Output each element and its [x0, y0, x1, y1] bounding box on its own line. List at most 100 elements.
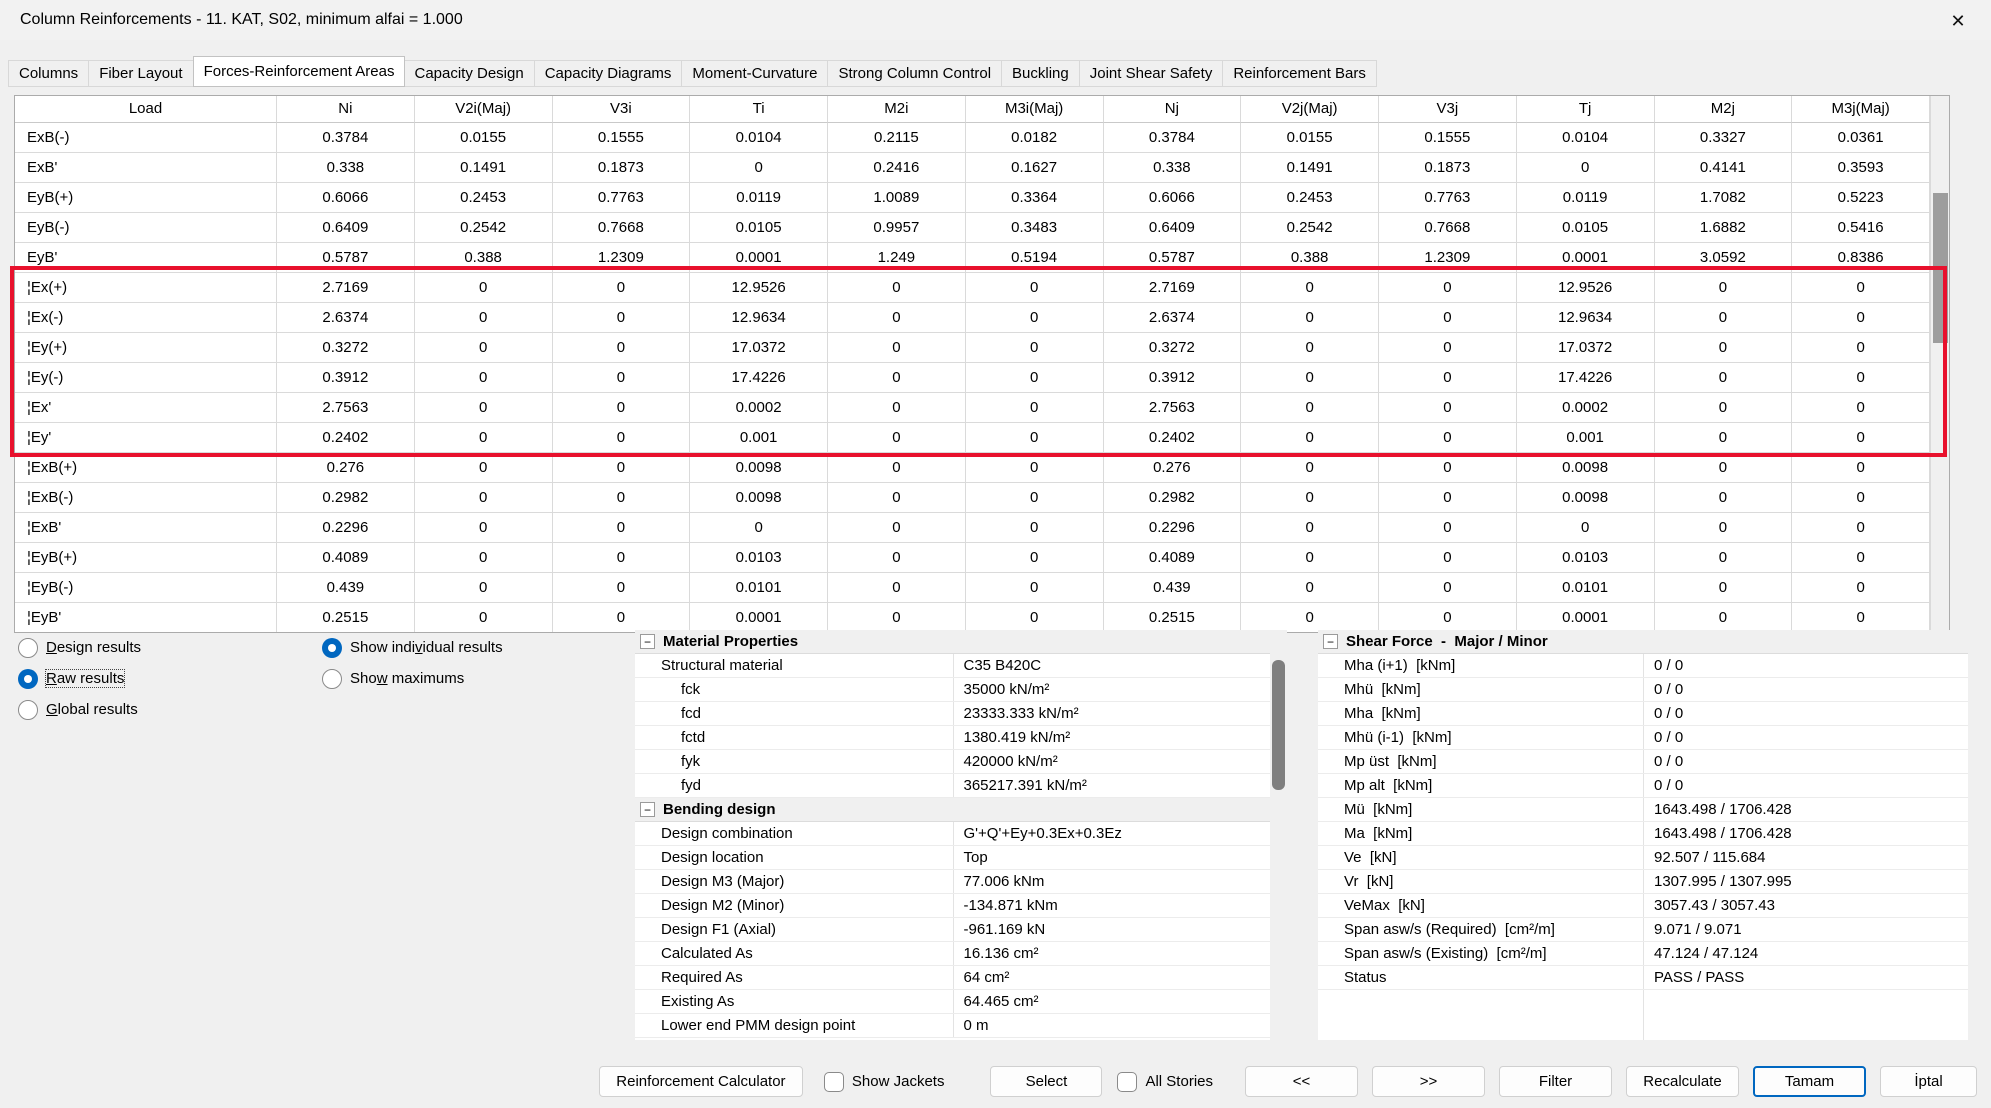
value-cell: 0	[828, 603, 966, 632]
table-row[interactable]: ¦ExB(+) 0.276 0 0 0.0098 0 0 0.276 0 0 0…	[15, 453, 1930, 483]
table-row[interactable]: ¦Ey(-) 0.3912 0 0 17.4226 0 0 0.3912 0 0…	[15, 363, 1930, 393]
table-scrollbar-thumb[interactable]	[1933, 193, 1948, 343]
reinforcement-calculator-button[interactable]: Reinforcement Calculator	[598, 1066, 803, 1097]
tab[interactable]: Fiber Layout	[89, 60, 194, 87]
value-cell: 0	[552, 573, 691, 603]
tab[interactable]: Strong Column Control	[828, 60, 1003, 87]
value-cell: 0.4141	[1654, 153, 1793, 183]
radio-option[interactable]: Raw results	[18, 668, 141, 689]
tab[interactable]: Forces-Reinforcement Areas	[192, 56, 406, 87]
tab[interactable]: Reinforcement Bars	[1223, 60, 1377, 87]
value-cell: 0.276	[1103, 453, 1242, 483]
value-cell: 2.7169	[277, 273, 415, 303]
radio-icon	[322, 668, 342, 689]
value-cell: 0.2982	[1103, 483, 1242, 513]
property-row: Mha (i+1) [kNm] 0 / 0	[1318, 654, 1968, 678]
property-value: C35 B420C	[952, 654, 1271, 677]
next-button[interactable]: >>	[1372, 1066, 1485, 1097]
value-cell: 1.2309	[1379, 243, 1517, 273]
value-cell: 0.6409	[1103, 213, 1242, 243]
property-row: Existing As 64.465 cm²	[635, 990, 1270, 1014]
value-cell: 0.3272	[277, 333, 415, 363]
collapse-icon[interactable]: −	[640, 802, 655, 817]
table-scrollbar[interactable]	[1930, 96, 1949, 632]
property-name: Mp üst [kNm]	[1318, 750, 1643, 773]
recalculate-button[interactable]: Recalculate	[1626, 1066, 1739, 1097]
load-case-label: ¦ExB'	[15, 513, 277, 543]
table-row[interactable]: ¦EyB' 0.2515 0 0 0.0001 0 0 0.2515 0 0 0…	[15, 603, 1930, 632]
table-row[interactable]: EyB' 0.5787 0.388 1.2309 0.0001 1.249 0.…	[15, 243, 1930, 273]
table-row[interactable]: ¦ExB(-) 0.2982 0 0 0.0098 0 0 0.2982 0 0…	[15, 483, 1930, 513]
all-stories-checkbox[interactable]: All Stories	[1117, 1071, 1213, 1092]
property-row: Mü [kNm] 1643.498 / 1706.428	[1318, 798, 1968, 822]
radio-option[interactable]: Show maximums	[322, 668, 503, 689]
value-cell: 0.1555	[1379, 123, 1517, 153]
table-row[interactable]: ¦EyB(+) 0.4089 0 0 0.0103 0 0 0.4089 0 0…	[15, 543, 1930, 573]
table-row[interactable]: ¦Ex(+) 2.7169 0 0 12.9526 0 0 2.7169 0 0…	[15, 273, 1930, 303]
property-name: Calculated As	[635, 942, 953, 965]
load-case-label: ¦Ey(-)	[15, 363, 277, 393]
value-cell: 0	[1379, 423, 1517, 453]
value-cell: 0	[1379, 483, 1517, 513]
table-row[interactable]: ExB' 0.338 0.1491 0.1873 0 0.2416 0.1627…	[15, 153, 1930, 183]
value-cell: 0	[828, 303, 966, 333]
ok-button[interactable]: Tamam	[1753, 1066, 1866, 1097]
radio-option[interactable]: Design results	[18, 637, 141, 658]
show-jackets-checkbox[interactable]: Show Jackets	[823, 1071, 944, 1092]
table-row[interactable]: EyB(-) 0.6409 0.2542 0.7668 0.0105 0.995…	[15, 213, 1930, 243]
value-cell: 0.388	[414, 243, 553, 273]
cancel-button[interactable]: İptal	[1880, 1066, 1977, 1097]
value-cell: 0.2296	[277, 513, 415, 543]
value-cell: 0.6409	[277, 213, 415, 243]
value-cell: 0.2402	[277, 423, 415, 453]
value-cell: 0	[1654, 273, 1793, 303]
table-row[interactable]: ¦EyB(-) 0.439 0 0 0.0101 0 0 0.439 0 0 0…	[15, 573, 1930, 603]
property-name: Design M2 (Minor)	[635, 894, 953, 917]
properties-scrollbar-thumb[interactable]	[1272, 660, 1285, 790]
property-row: Mha [kNm] 0 / 0	[1318, 702, 1968, 726]
property-name-text: Structural material	[661, 657, 783, 674]
property-value: 420000 kN/m²	[952, 750, 1271, 773]
property-row: Design M2 (Minor) -134.871 kNm	[635, 894, 1270, 918]
tab[interactable]: Buckling	[1002, 60, 1080, 87]
select-button[interactable]: Select	[990, 1066, 1103, 1097]
table-row[interactable]: ¦Ey(+) 0.3272 0 0 17.0372 0 0 0.3272 0 0…	[15, 333, 1930, 363]
load-case-label: ¦ExB(-)	[15, 483, 277, 513]
radio-option[interactable]: Show individual results	[322, 637, 503, 658]
collapse-icon[interactable]: −	[1323, 634, 1338, 649]
title-bar: Column Reinforcements - 11. KAT, S02, mi…	[0, 0, 1991, 40]
tab[interactable]: Capacity Design	[404, 60, 535, 87]
filter-button[interactable]: Filter	[1499, 1066, 1612, 1097]
value-cell: 0.5787	[1103, 243, 1242, 273]
tab[interactable]: Moment-Curvature	[682, 60, 829, 87]
property-value: -134.871 kNm	[952, 894, 1271, 917]
tab[interactable]: Columns	[8, 60, 90, 87]
value-cell: 0	[828, 393, 966, 423]
table-row[interactable]: ¦Ex' 2.7563 0 0 0.0002 0 0 2.7563 0 0 0.…	[15, 393, 1930, 423]
tab[interactable]: Joint Shear Safety	[1079, 60, 1224, 87]
table-row[interactable]: ¦Ex(-) 2.6374 0 0 12.9634 0 0 2.6374 0 0…	[15, 303, 1930, 333]
previous-button[interactable]: <<	[1245, 1066, 1358, 1097]
value-cell: 0	[965, 453, 1104, 483]
close-button[interactable]: ✕	[1939, 7, 1977, 35]
value-cell: 2.7563	[277, 393, 415, 423]
property-row: Mhü [kNm] 0 / 0	[1318, 678, 1968, 702]
table-row[interactable]: ExB(-) 0.3784 0.0155 0.1555 0.0104 0.211…	[15, 123, 1930, 153]
value-cell: 0	[1792, 393, 1930, 423]
value-cell: 0	[414, 453, 553, 483]
property-name-text: Design combination	[661, 825, 793, 842]
table-row[interactable]: ¦Ey' 0.2402 0 0 0.001 0 0 0.2402 0 0 0.0…	[15, 423, 1930, 453]
collapse-icon[interactable]: −	[640, 634, 655, 649]
value-cell: 0.2402	[1103, 423, 1242, 453]
value-cell: 0.0002	[1516, 393, 1655, 423]
value-cell: 0.1491	[1241, 153, 1379, 183]
tab[interactable]: Capacity Diagrams	[534, 60, 683, 87]
table-row[interactable]: ¦ExB' 0.2296 0 0 0 0 0 0.2296 0 0 0 0 0	[15, 513, 1930, 543]
value-cell: 0.0182	[965, 123, 1104, 153]
value-cell: 0	[1241, 453, 1379, 483]
table-row[interactable]: EyB(+) 0.6066 0.2453 0.7763 0.0119 1.008…	[15, 183, 1930, 213]
properties-scrollbar[interactable]	[1270, 630, 1287, 1040]
value-cell: 0	[1792, 573, 1930, 603]
result-type-options: Design results Raw results Global result…	[18, 637, 141, 730]
radio-option[interactable]: Global results	[18, 699, 141, 720]
